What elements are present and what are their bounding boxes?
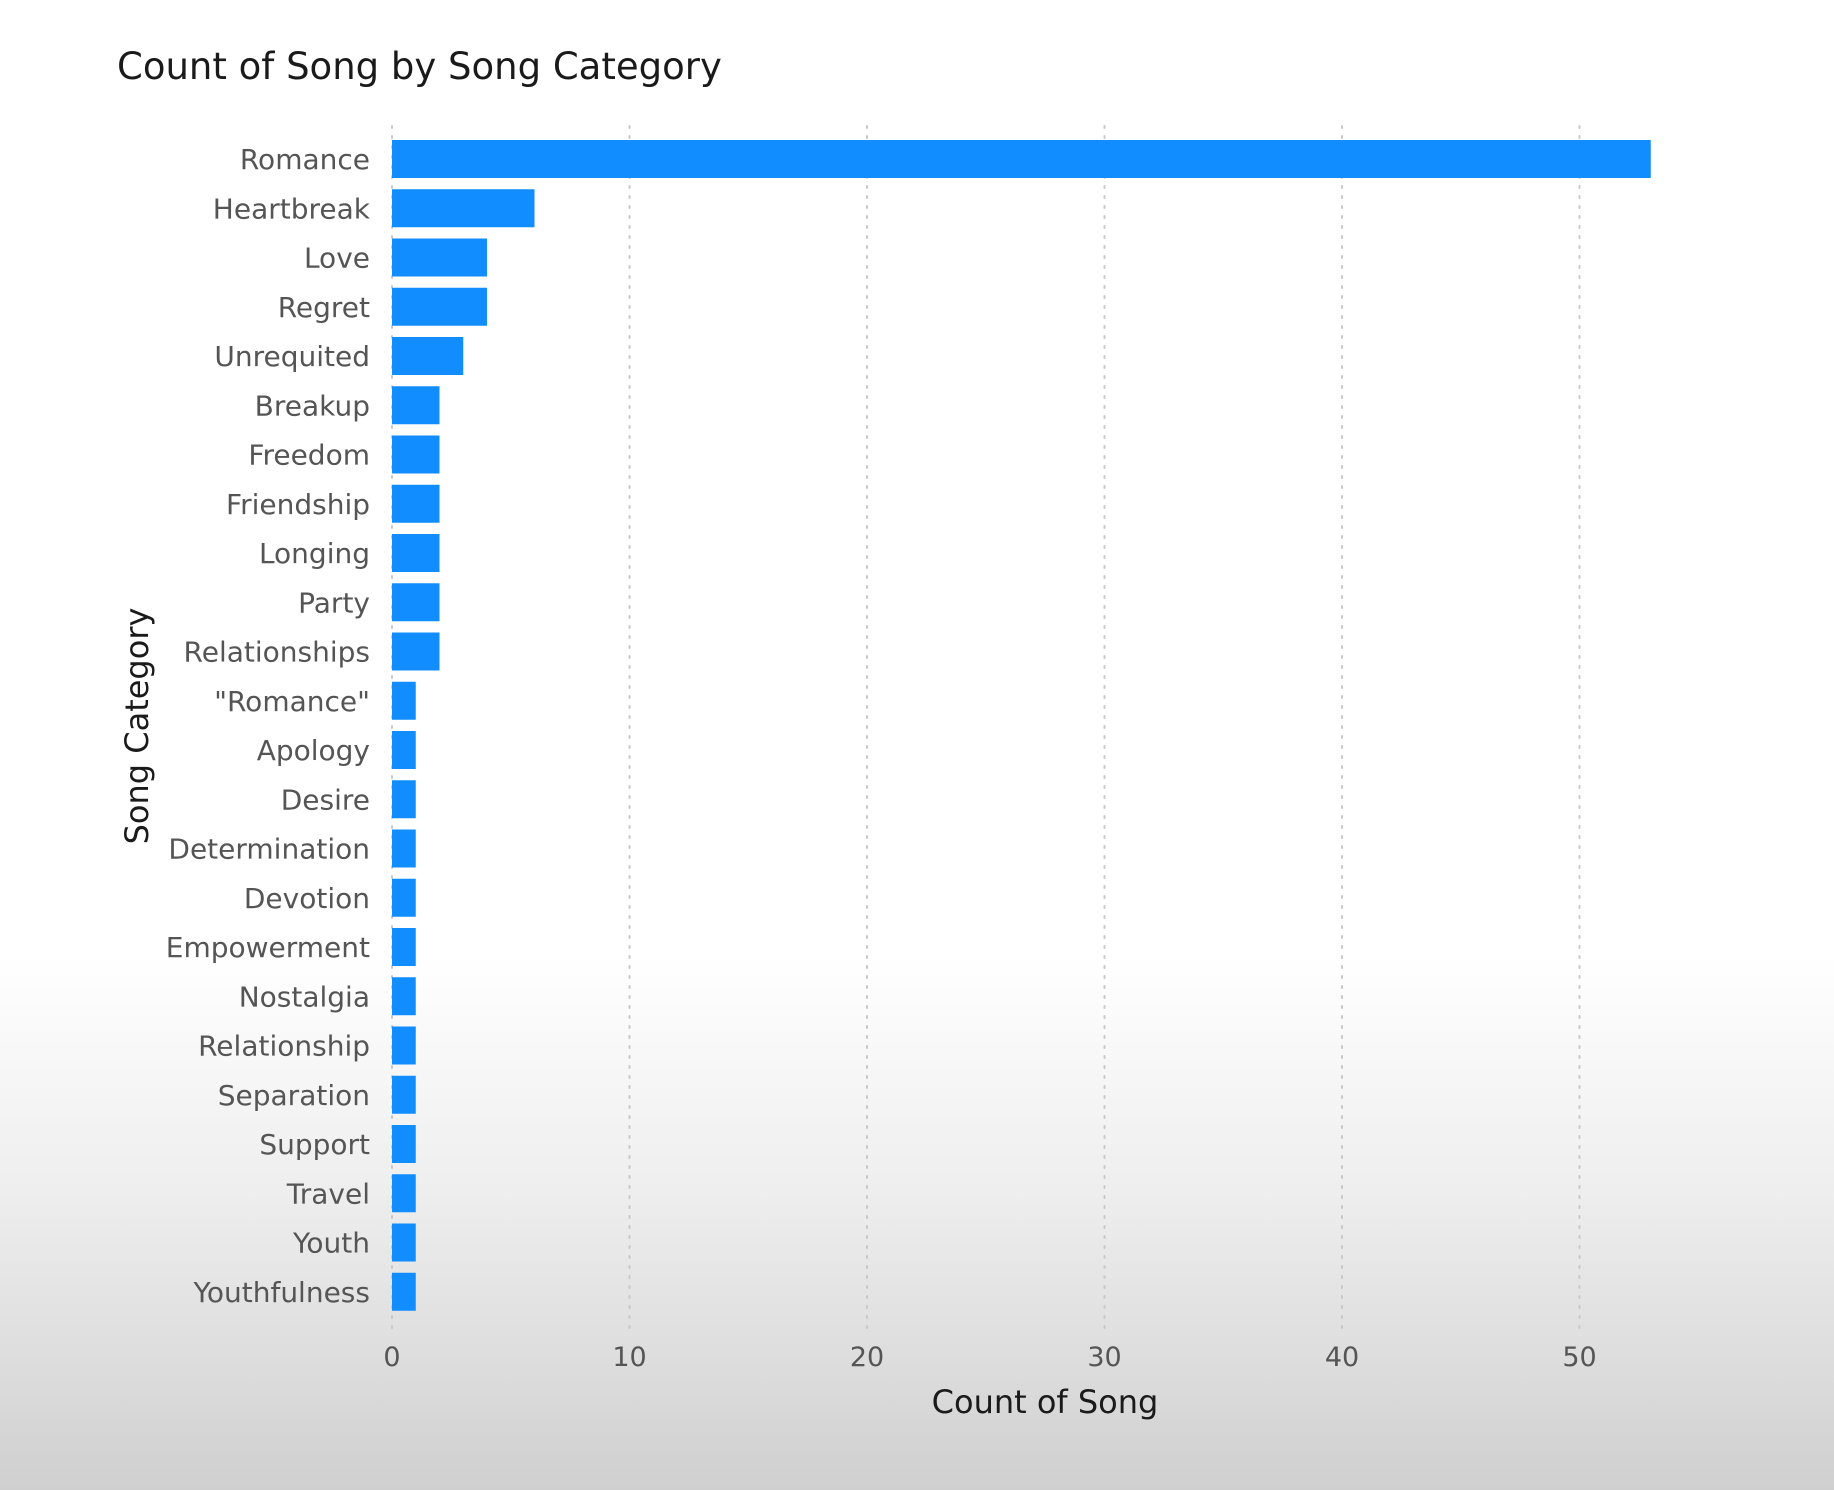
category-label: Regret: [278, 291, 370, 324]
category-label: Determination: [168, 833, 370, 866]
x-tick-label: 30: [1087, 1342, 1121, 1373]
category-label: Relationships: [184, 636, 370, 669]
category-labels: Romance Heartbreak Love Regret Unrequited Bre…: [166, 143, 371, 1309]
category-label: Relationship: [198, 1030, 370, 1063]
bar[interactable]: [392, 435, 440, 474]
bar[interactable]: [392, 632, 440, 671]
bar[interactable]: [392, 681, 416, 720]
bar[interactable]: [392, 928, 416, 966]
bar[interactable]: [392, 189, 535, 228]
bar[interactable]: [392, 484, 440, 523]
category-label: Longing: [259, 537, 370, 570]
x-axis-ticks: 0 10 20 30 40 50: [383, 1342, 1596, 1373]
category-label: Heartbreak: [213, 192, 371, 225]
bar[interactable]: [392, 1272, 416, 1311]
bar[interactable]: [392, 140, 1651, 178]
bar[interactable]: [392, 977, 416, 1016]
bar[interactable]: [392, 878, 416, 917]
category-label: Apology: [257, 734, 370, 767]
bar[interactable]: [392, 287, 487, 326]
x-tick-label: 40: [1325, 1342, 1359, 1373]
category-label: Nostalgia: [239, 980, 370, 1013]
category-label: Party: [298, 586, 370, 619]
bar[interactable]: [392, 386, 440, 425]
category-label: Romance: [240, 143, 370, 176]
category-label: Travel: [286, 1177, 370, 1210]
category-label: Desire: [281, 783, 370, 816]
category-label: Youth: [292, 1227, 370, 1260]
x-tick-label: 10: [612, 1342, 646, 1373]
category-label: Breakup: [255, 389, 370, 422]
bar[interactable]: [392, 731, 416, 769]
chart-title: Count of Song by Song Category: [117, 45, 722, 88]
bar[interactable]: [392, 583, 440, 622]
category-label: Youthfulness: [192, 1276, 370, 1309]
bar[interactable]: [392, 780, 416, 819]
x-tick-label: 50: [1562, 1342, 1596, 1373]
x-axis-title: Count of Song: [932, 1383, 1159, 1421]
category-label: Unrequited: [214, 340, 370, 373]
bar[interactable]: [392, 1174, 416, 1213]
bar[interactable]: [392, 829, 416, 868]
category-label: Devotion: [244, 882, 370, 915]
y-axis-title: Song Category: [118, 608, 156, 845]
category-label: Support: [259, 1128, 370, 1161]
bar[interactable]: [392, 337, 464, 375]
category-label: Empowerment: [166, 931, 370, 964]
bars: [392, 140, 1651, 1311]
x-tick-label: 0: [383, 1342, 400, 1373]
x-tick-label: 20: [850, 1342, 884, 1373]
bar[interactable]: [392, 534, 440, 572]
category-label: Friendship: [226, 488, 370, 521]
category-label: Love: [304, 242, 370, 275]
gridlines: [391, 125, 1581, 1331]
bar[interactable]: [392, 1075, 416, 1114]
bar[interactable]: [392, 238, 487, 277]
bar[interactable]: [392, 1223, 416, 1262]
category-label: Separation: [218, 1079, 370, 1112]
category-label: Freedom: [248, 439, 370, 472]
bar[interactable]: [392, 1026, 416, 1065]
category-label: "Romance": [214, 685, 370, 718]
bar[interactable]: [392, 1125, 416, 1163]
